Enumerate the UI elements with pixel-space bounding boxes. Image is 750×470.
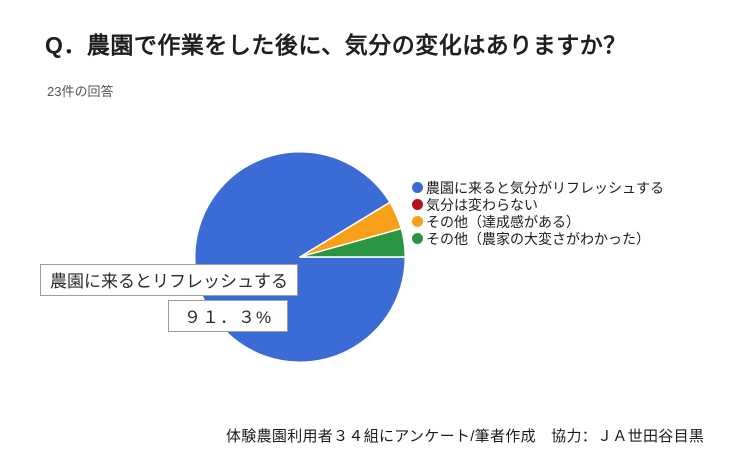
source-caption: 体験農園利用者３４組にアンケート/筆者作成 協力：ＪＡ世田谷目黒 (226, 428, 705, 445)
legend-item-other-farmer: その他（農家の大変さがわかった） (412, 230, 664, 247)
legend-label: 気分は変わらない (426, 196, 538, 213)
pie-slice-other-farmer (299, 227, 406, 258)
legend-label: その他（達成感がある） (426, 213, 580, 230)
legend-dot-orange-icon (412, 216, 423, 227)
legend-item-no-change: 気分は変わらない (412, 196, 664, 213)
legend-label: その他（農家の大変さがわかった） (426, 230, 650, 247)
legend-dot-red-icon (412, 199, 423, 210)
legend: 農園に来ると気分がリフレッシュする 気分は変わらない その他（達成感がある） そ… (412, 179, 664, 247)
response-count: 23件の回答 (47, 84, 114, 99)
legend-label: 農園に来ると気分がリフレッシュする (426, 179, 664, 196)
callout-answer-box: 農園に来るとリフレッシュする (40, 264, 298, 296)
pie-chart-svg (194, 151, 406, 363)
callout-percent-box: ９１．３% (168, 300, 289, 332)
legend-dot-green-icon (412, 233, 423, 244)
pie-chart (190, 147, 410, 367)
question-title: Q．農園で作業をした後に、気分の変化はありますか？ (45, 32, 627, 58)
legend-item-refresh: 農園に来ると気分がリフレッシュする (412, 179, 664, 196)
legend-item-other-achievement: その他（達成感がある） (412, 213, 664, 230)
legend-dot-blue-icon (412, 182, 423, 193)
